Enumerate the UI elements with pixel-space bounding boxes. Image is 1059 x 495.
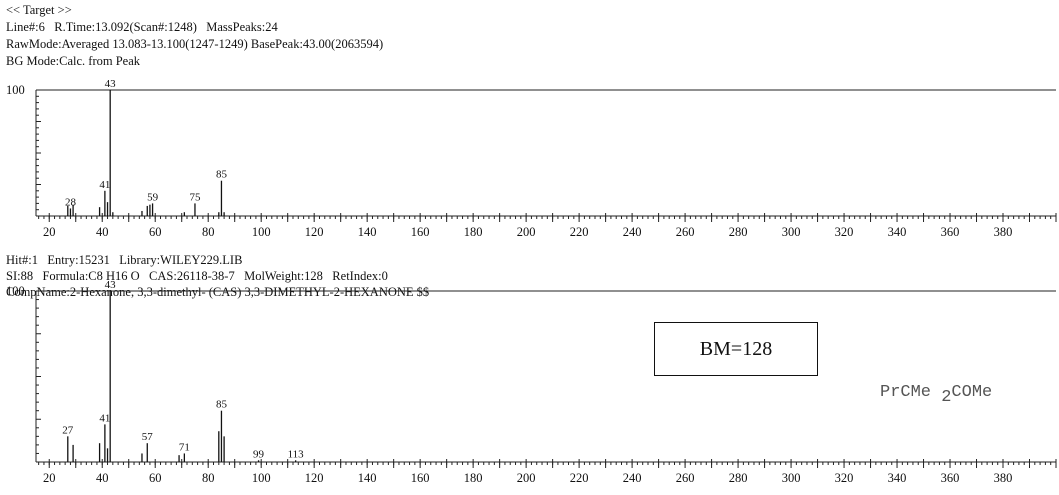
target-x-tick-label: 280 xyxy=(729,225,748,239)
formula-main: PrCMe xyxy=(880,383,932,402)
hit-peak-label: 85 xyxy=(216,399,228,411)
hit-x-tick-label: 260 xyxy=(676,471,695,485)
hit-x-tick-label: 120 xyxy=(305,471,324,485)
target-x-tick-label: 180 xyxy=(464,225,483,239)
hit-x-tick-label: 300 xyxy=(782,471,801,485)
target-x-tick-label: 260 xyxy=(676,225,695,239)
target-x-tick-label: 60 xyxy=(149,225,162,239)
hit-x-tick-label: 220 xyxy=(570,471,589,485)
molecular-mass-box: BM=128 xyxy=(654,322,818,376)
formula-tail: COMe xyxy=(951,383,993,402)
target-peak-label: 59 xyxy=(147,191,159,203)
hit-x-tick-label: 280 xyxy=(729,471,748,485)
hit-x-tick-label: 40 xyxy=(96,471,109,485)
hit-x-tick-label: 380 xyxy=(994,471,1013,485)
hit-x-tick-label: 20 xyxy=(43,471,56,485)
target-x-tick-label: 140 xyxy=(358,225,377,239)
target-x-tick-label: 320 xyxy=(835,225,854,239)
target-x-tick-label: 160 xyxy=(411,225,430,239)
target-peak-label: 41 xyxy=(99,179,110,191)
target-x-tick-label: 100 xyxy=(252,225,271,239)
hit-x-tick-label: 320 xyxy=(835,471,854,485)
hit-peak-label: 27 xyxy=(62,424,74,436)
target-x-tick-label: 40 xyxy=(96,225,109,239)
hit-header-line-2: SI:88 Formula:C8 H16 O CAS:26118-38-7 Mo… xyxy=(6,269,388,283)
hit-x-tick-label: 180 xyxy=(464,471,483,485)
hit-peak-label: 43 xyxy=(105,279,117,291)
hit-x-tick-label: 80 xyxy=(202,471,215,485)
target-x-tick-label: 360 xyxy=(941,225,960,239)
target-x-tick-label: 380 xyxy=(994,225,1013,239)
target-x-tick-label: 80 xyxy=(202,225,215,239)
hit-x-tick-label: 200 xyxy=(517,471,536,485)
hit-peak-label: 71 xyxy=(179,441,190,453)
target-header-line-1: << Target >> xyxy=(6,3,72,17)
target-x-tick-label: 20 xyxy=(43,225,56,239)
hit-x-tick-label: 160 xyxy=(411,471,430,485)
hit-peak-label: 113 xyxy=(288,448,305,460)
hit-x-tick-label: 100 xyxy=(252,471,271,485)
hit-x-tick-label: 340 xyxy=(888,471,907,485)
target-peak-label: 43 xyxy=(105,78,117,90)
hit-header-line-3: CompName:2-Hexanone, 3,3-dimethyl- (CAS)… xyxy=(6,285,430,299)
target-header-line-2: Line#:6 R.Time:13.092(Scan#:1248) MassPe… xyxy=(6,20,278,34)
hit-y-tick-label: 100 xyxy=(6,284,25,298)
hit-x-tick-label: 240 xyxy=(623,471,642,485)
target-peak-label: 85 xyxy=(216,169,228,181)
target-x-tick-label: 220 xyxy=(570,225,589,239)
target-x-tick-label: 340 xyxy=(888,225,907,239)
structure-formula: PrCMe 2COMe xyxy=(880,383,993,407)
target-header-line-4: BG Mode:Calc. from Peak xyxy=(6,54,141,68)
target-y-tick-label: 100 xyxy=(6,83,25,97)
formula-subscript: 2 xyxy=(941,388,952,407)
hit-peak-label: 41 xyxy=(99,412,110,424)
hit-x-tick-label: 360 xyxy=(941,471,960,485)
target-x-tick-label: 300 xyxy=(782,225,801,239)
target-header-line-3: RawMode:Averaged 13.083-13.100(1247-1249… xyxy=(6,37,384,51)
target-x-tick-label: 120 xyxy=(305,225,324,239)
hit-peak-label: 99 xyxy=(253,448,265,460)
target-x-tick-label: 240 xyxy=(623,225,642,239)
hit-peak-label: 57 xyxy=(142,431,154,443)
hit-header-line-1: Hit#:1 Entry:15231 Library:WILEY229.LIB xyxy=(6,253,243,267)
hit-x-tick-label: 140 xyxy=(358,471,377,485)
molecular-mass-label: BM=128 xyxy=(699,337,773,360)
target-peak-label: 28 xyxy=(65,196,77,208)
target-peak-label: 75 xyxy=(189,191,201,203)
target-x-tick-label: 200 xyxy=(517,225,536,239)
hit-x-tick-label: 60 xyxy=(149,471,162,485)
